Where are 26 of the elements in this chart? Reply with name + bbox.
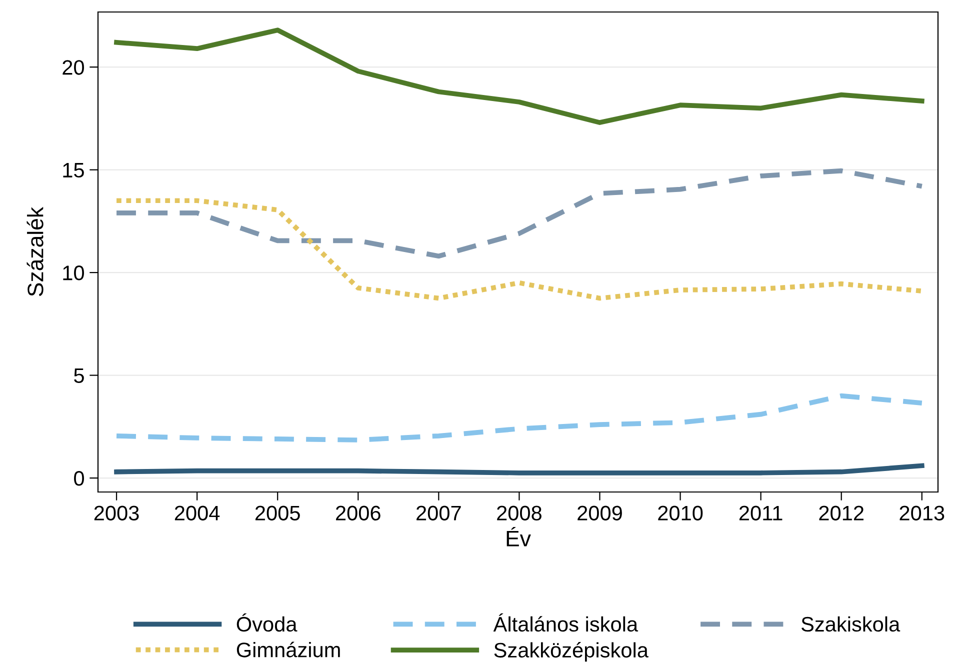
line-series — [114, 393, 924, 442]
y-tick-label: 15 — [63, 163, 84, 178]
legend-label: Gimnázium — [236, 642, 340, 658]
y-tick-label: 0 — [74, 471, 84, 486]
x-tick-label: 2005 — [255, 506, 300, 520]
x-axis-title: Év — [506, 527, 531, 546]
x-tick-label: 2009 — [578, 506, 622, 520]
y-axis-title: Százalék — [26, 206, 44, 296]
x-tick-label: 2013 — [900, 506, 944, 520]
legend-label: Általános iskola — [493, 613, 638, 632]
line-series — [114, 463, 924, 476]
x-tick-label: 2006 — [336, 506, 380, 520]
y-tick-label: 20 — [62, 60, 84, 75]
x-tick-label: 2011 — [739, 506, 782, 520]
line-series — [114, 28, 924, 125]
x-tick-label: 2010 — [658, 506, 703, 520]
x-tick-label: 2003 — [94, 506, 139, 520]
y-tick-label: 10 — [63, 266, 84, 280]
x-tick-label: 2008 — [497, 506, 542, 520]
x-tick-label: 2012 — [819, 506, 864, 520]
legend-label: Szakközépiskola — [494, 642, 648, 662]
y-tick-label: 5 — [74, 368, 84, 384]
legend-label: Óvoda — [236, 613, 298, 632]
x-tick-label: 2007 — [416, 506, 461, 520]
x-tick-label: 2004 — [174, 506, 220, 520]
legend-label: Szakiskola — [801, 616, 900, 632]
